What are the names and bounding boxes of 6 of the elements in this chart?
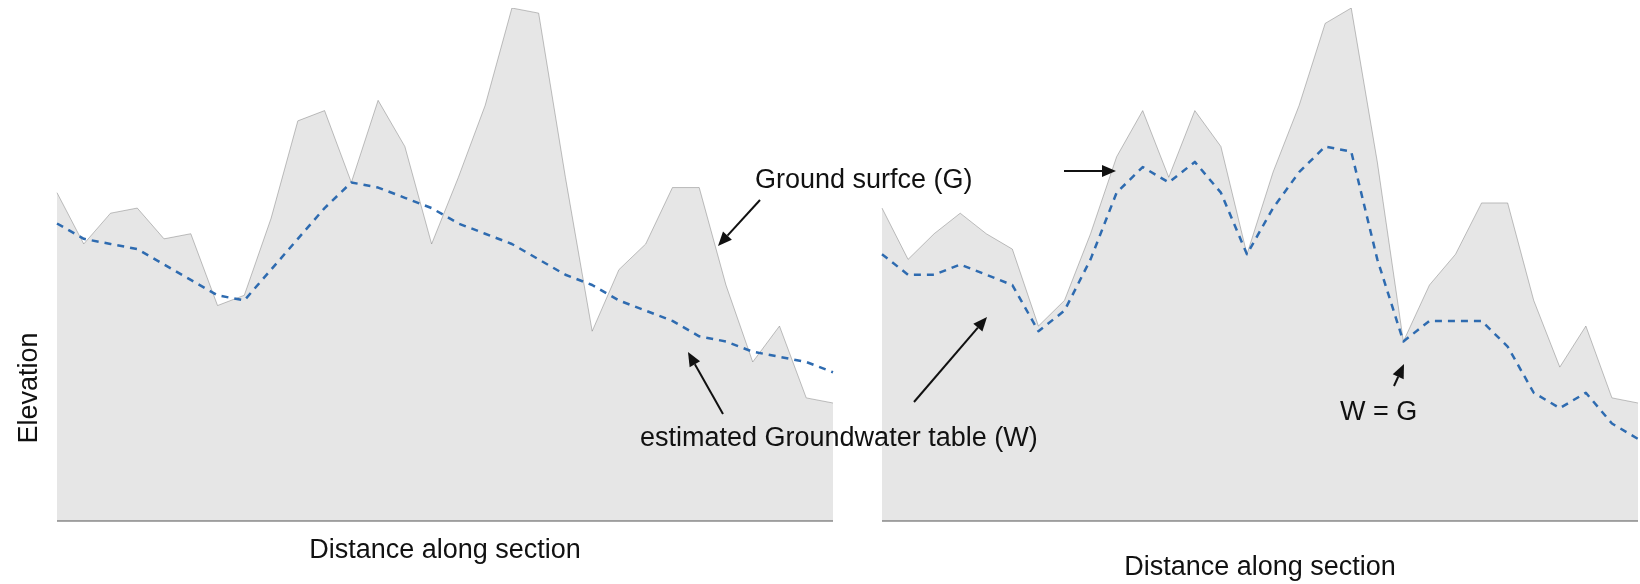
annotation: estimated Groundwater table (W) xyxy=(640,421,1038,453)
x-axis-title: Distance along section xyxy=(309,533,581,565)
x-axis-title: Distance along section xyxy=(1124,550,1396,582)
annotation: W = G xyxy=(1340,395,1418,427)
y-axis-title: Elevation xyxy=(12,332,44,444)
annotation: Ground surfce (G) xyxy=(755,163,973,195)
